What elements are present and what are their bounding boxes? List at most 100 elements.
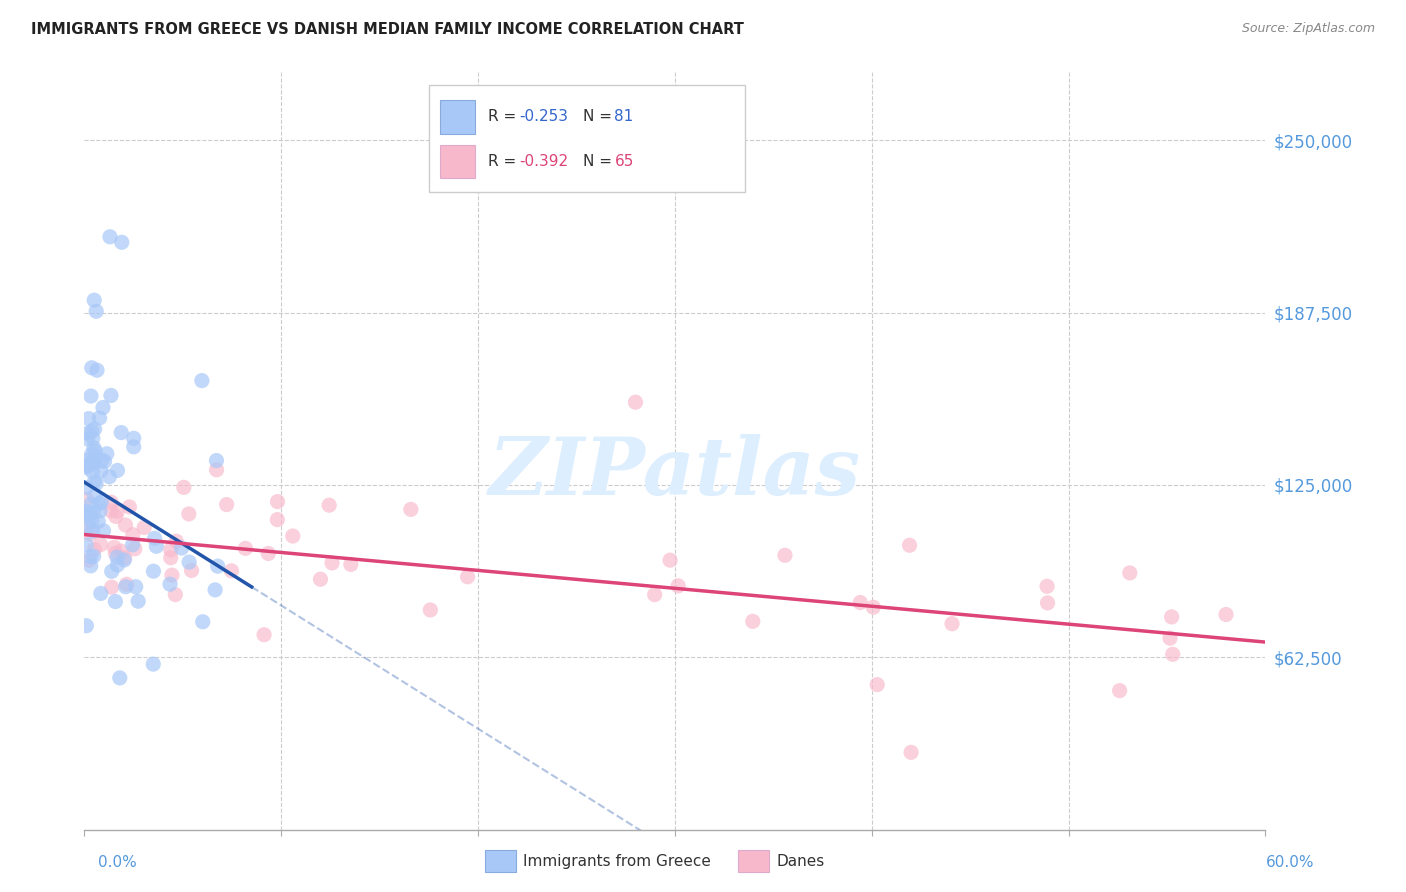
Point bbox=[83, 489, 105, 503]
Point bbox=[83, 441, 105, 455]
Point bbox=[104, 509, 127, 524]
Point bbox=[84, 444, 107, 458]
Point bbox=[100, 388, 122, 402]
Point bbox=[205, 463, 228, 477]
Point bbox=[83, 293, 105, 308]
Point bbox=[75, 458, 97, 473]
Point bbox=[1108, 683, 1130, 698]
Point bbox=[143, 532, 166, 546]
Point bbox=[75, 458, 97, 472]
Point bbox=[77, 520, 100, 534]
Point bbox=[281, 529, 304, 543]
Point bbox=[110, 425, 132, 440]
Point bbox=[100, 504, 122, 518]
Point bbox=[76, 460, 98, 475]
Point bbox=[165, 588, 187, 602]
Point bbox=[862, 600, 884, 615]
Point bbox=[191, 615, 214, 629]
Point bbox=[266, 494, 288, 508]
Point bbox=[125, 580, 148, 594]
Point bbox=[83, 549, 105, 563]
Point bbox=[98, 469, 121, 483]
Point bbox=[207, 559, 229, 574]
Point bbox=[89, 411, 111, 425]
Point bbox=[80, 389, 103, 403]
Point bbox=[160, 568, 183, 582]
Point bbox=[321, 556, 343, 570]
Point bbox=[79, 508, 101, 522]
Point bbox=[87, 515, 110, 529]
Point bbox=[866, 678, 889, 692]
Point bbox=[179, 555, 201, 569]
Point bbox=[75, 491, 97, 506]
Point bbox=[666, 579, 689, 593]
Point bbox=[80, 447, 103, 461]
Point bbox=[82, 431, 104, 445]
Text: Danes: Danes bbox=[776, 855, 824, 869]
Point bbox=[849, 595, 872, 609]
Point bbox=[105, 550, 128, 565]
Point bbox=[89, 504, 111, 518]
Point bbox=[142, 564, 165, 578]
Point bbox=[82, 465, 104, 479]
Point bbox=[318, 498, 340, 512]
Text: -0.253: -0.253 bbox=[519, 110, 568, 124]
Point bbox=[79, 452, 101, 467]
Point bbox=[82, 506, 104, 520]
Point bbox=[87, 497, 110, 511]
Point bbox=[77, 426, 100, 441]
Point bbox=[86, 363, 108, 377]
Point bbox=[83, 475, 105, 489]
Point bbox=[1161, 648, 1184, 662]
Text: 0.0%: 0.0% bbox=[98, 855, 138, 870]
Point bbox=[266, 513, 288, 527]
Point bbox=[80, 558, 103, 573]
Point bbox=[1160, 610, 1182, 624]
Point bbox=[110, 544, 132, 558]
Point bbox=[900, 745, 922, 759]
Point bbox=[77, 506, 100, 520]
Text: R =: R = bbox=[488, 110, 522, 124]
Text: N =: N = bbox=[583, 110, 617, 124]
Point bbox=[90, 495, 112, 509]
Point bbox=[159, 543, 181, 558]
Point bbox=[93, 524, 115, 538]
Point bbox=[103, 541, 125, 555]
Point bbox=[80, 360, 103, 375]
Point bbox=[80, 514, 103, 528]
Point bbox=[114, 550, 136, 565]
Point bbox=[205, 453, 228, 467]
Point bbox=[84, 476, 107, 491]
Point bbox=[75, 618, 97, 632]
Point bbox=[114, 518, 136, 533]
Point bbox=[159, 550, 181, 565]
Point bbox=[1159, 631, 1181, 645]
Point bbox=[941, 616, 963, 631]
Text: 60.0%: 60.0% bbox=[1267, 855, 1315, 870]
Point bbox=[173, 480, 195, 494]
Point bbox=[100, 495, 122, 509]
Point bbox=[127, 594, 149, 608]
Point bbox=[122, 431, 145, 445]
Point bbox=[235, 541, 257, 556]
Text: 65: 65 bbox=[614, 154, 634, 169]
Point bbox=[204, 582, 226, 597]
Point bbox=[773, 549, 796, 563]
Point bbox=[1036, 579, 1059, 593]
Point bbox=[165, 534, 187, 549]
Point bbox=[82, 524, 104, 539]
Point bbox=[104, 594, 127, 608]
Point bbox=[108, 671, 131, 685]
Point bbox=[215, 498, 238, 512]
Point bbox=[98, 229, 121, 244]
Text: 81: 81 bbox=[614, 110, 634, 124]
Text: Immigrants from Greece: Immigrants from Greece bbox=[523, 855, 711, 869]
Text: R =: R = bbox=[488, 154, 522, 169]
Point bbox=[75, 520, 97, 534]
Point bbox=[741, 615, 763, 629]
Point bbox=[76, 432, 98, 446]
Point bbox=[90, 453, 112, 467]
Point bbox=[105, 504, 128, 518]
Point bbox=[1119, 566, 1142, 580]
Point bbox=[90, 464, 112, 478]
